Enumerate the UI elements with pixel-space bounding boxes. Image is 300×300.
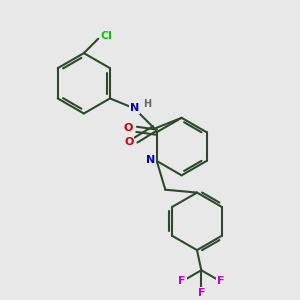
Text: O: O — [123, 123, 133, 133]
Text: F: F — [178, 277, 186, 286]
Text: Cl: Cl — [101, 31, 113, 41]
Text: N: N — [146, 154, 156, 164]
Text: H: H — [143, 99, 152, 109]
Text: O: O — [124, 136, 134, 146]
Text: F: F — [217, 277, 224, 286]
Text: N: N — [130, 103, 139, 113]
Text: F: F — [198, 288, 205, 298]
